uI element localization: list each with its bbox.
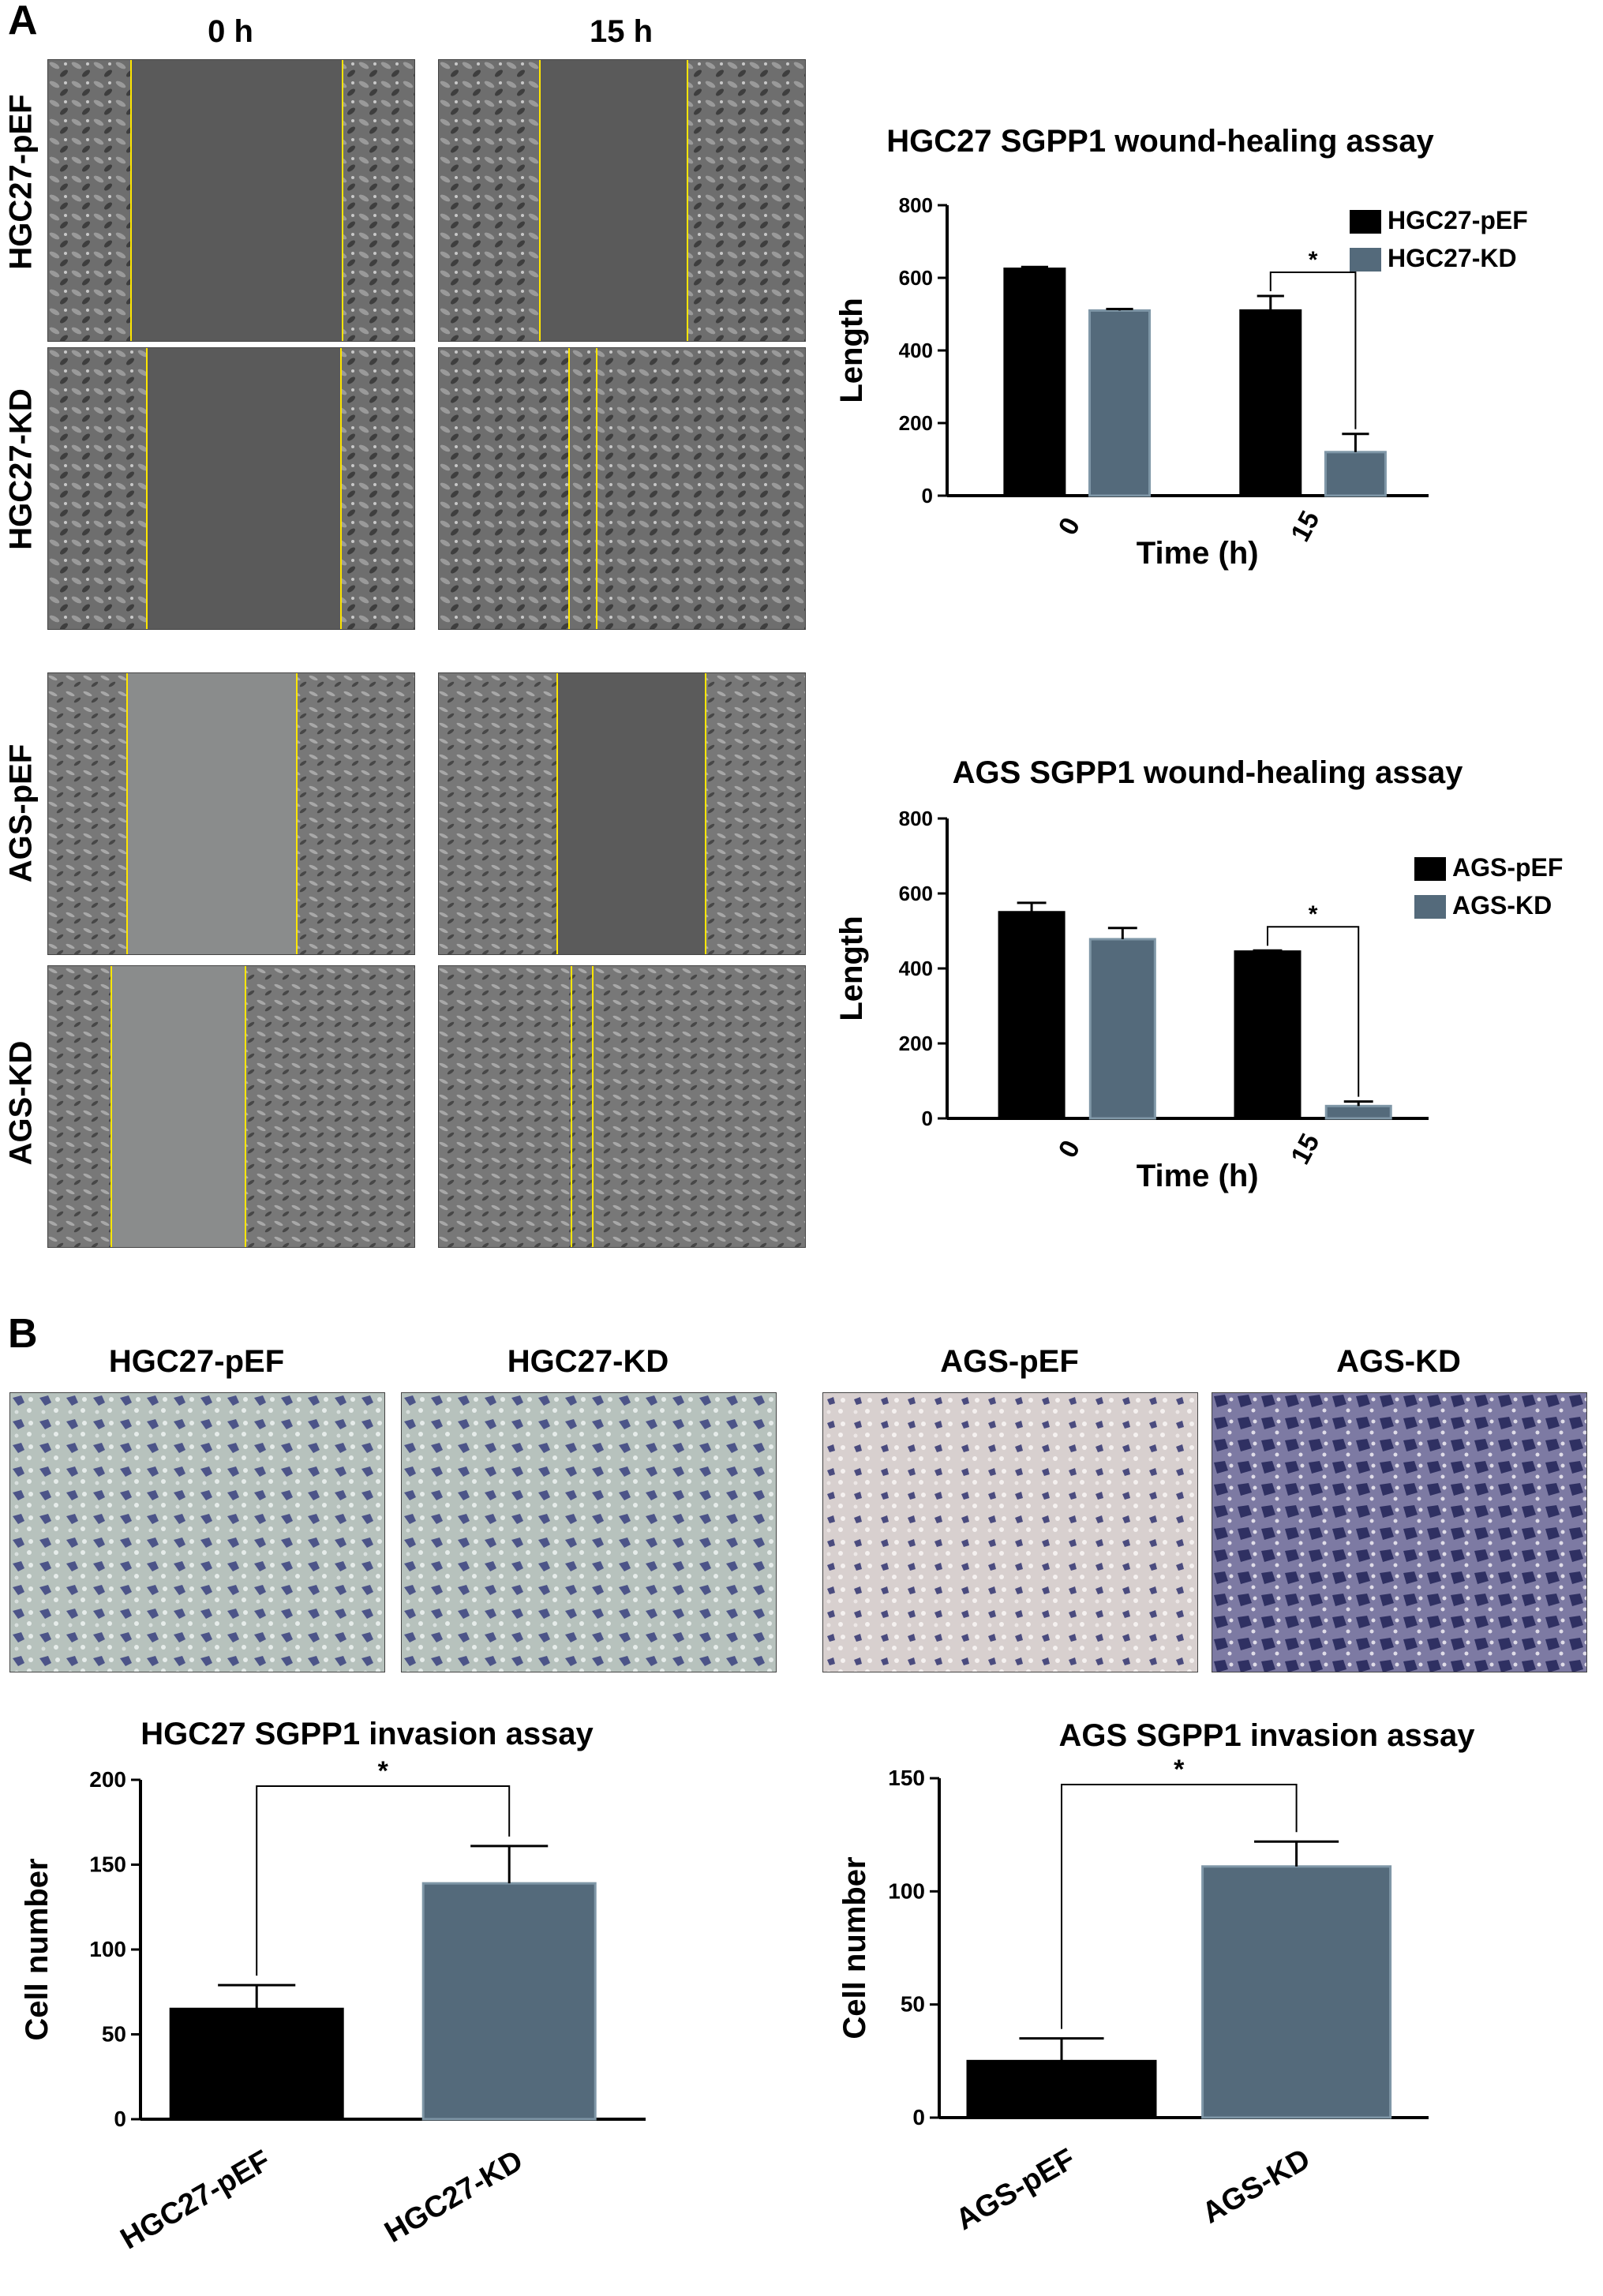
micrograph-ags-kd-15h [438,965,806,1248]
invasion-image-ags-pef [822,1392,1198,1672]
row-label-ags-pef: AGS-pEF [3,743,39,883]
chart-svg: AGS SGPP1 invasion assay 0 50 100 150 Cell nu… [837,1718,1476,2237]
bar-kd [1201,1865,1392,2119]
y-tick-label: 0 [922,484,933,508]
x-axis-label: Time (h) [1137,1159,1259,1193]
col-header-15h: 15 h [589,14,654,49]
micrograph-ags-kd-0h [47,965,415,1248]
y-tick-label: 200 [899,411,933,435]
micrograph-hgc27-kd-15h [438,347,806,630]
significance-bracket [256,1785,511,1976]
y-tick-label: 0 [114,2107,126,2131]
y-tick-label: 150 [89,1852,126,1877]
y-axis-label: Length [834,298,869,403]
chart-svg: HGC27 SGPP1 wound-healing assay 0 200 400 60… [834,124,1528,571]
bar-pef [998,911,1066,1120]
y-tick-label: 0 [912,2105,925,2129]
x-tick-label: AGS-pEF [950,2142,1081,2237]
y-tick-label: 800 [899,807,933,830]
legend-label: HGC27-pEF [1388,206,1528,234]
invasion-image-hgc27-pef [9,1392,385,1672]
chart-title: HGC27 SGPP1 invasion assay [140,1717,594,1751]
col-header-0h: 0 h [208,14,253,49]
invasion-image-hgc27-kd [401,1392,777,1672]
micrograph-hgc27-kd-0h [47,347,415,630]
y-axis-label: Cell number [837,1856,872,2039]
row-label-ags-kd: AGS-KD [3,1040,39,1166]
chart-ags-wound: AGS SGPP1 wound-healing assay 0 200 400 600 8… [821,750,1602,1239]
panel-b-letter: B [8,1311,38,1357]
legend-label: AGS-KD [1452,891,1552,920]
bar-pef [169,2007,344,2121]
micrograph-ags-pef-0h [47,672,415,955]
x-tick-label: HGC27-KD [379,2144,528,2249]
invasion-image-ags-kd [1212,1392,1587,1672]
y-tick-label: 200 [899,1032,933,1055]
significance-star: * [1309,901,1318,927]
x-tick-label: AGS-KD [1197,2142,1316,2230]
inv-label-ags-kd: AGS-KD [1336,1344,1461,1379]
chart-hgc27-invasion: HGC27 SGPP1 invasion assay 0 50 100 150 200 Ce… [0,1697,797,2293]
x-axis-label: Time (h) [1137,536,1259,571]
legend-swatch [1350,210,1381,234]
significance-star: * [1309,247,1318,273]
row-label-hgc27-kd: HGC27-KD [3,388,39,550]
micrograph-ags-pef-15h [438,672,806,955]
chart-title: HGC27 SGPP1 wound-healing assay [886,124,1434,159]
chart-svg: HGC27 SGPP1 invasion assay 0 50 100 150 200 Ce… [20,1717,646,2256]
chart-svg: AGS SGPP1 wound-healing assay 0 200 400 600 8… [834,755,1563,1193]
legend-swatch [1414,895,1446,919]
y-tick-label: 200 [89,1767,126,1792]
bar-pef [1003,268,1066,497]
legend-swatch [1350,248,1381,272]
y-tick-label: 600 [899,882,933,905]
micrograph-hgc27-pef-15h [438,59,806,342]
x-tick-label: 15 [1285,506,1325,546]
significance-star: * [378,1756,389,1786]
bar-kd [1324,451,1387,497]
y-tick-label: 800 [899,193,933,217]
row-label-hgc27-pef: HGC27-pEF [3,94,39,270]
legend-label: HGC27-KD [1388,244,1517,272]
y-tick-label: 100 [89,1937,126,1961]
panel-a-letter: A [8,0,38,43]
x-tick-label: 0 [1053,513,1086,541]
y-tick-label: 50 [102,2022,126,2047]
significance-bracket [1269,272,1357,429]
bar-kd [1088,309,1152,497]
chart-hgc27-wound: HGC27 SGPP1 wound-healing assay 0 200 400 60… [821,110,1602,616]
legend-label: AGS-pEF [1452,853,1563,882]
inv-label-hgc27-pef: HGC27-pEF [108,1344,285,1379]
x-tick-label: 0 [1053,1136,1086,1163]
legend-swatch [1414,857,1446,881]
y-tick-label: 100 [888,1878,925,1903]
y-tick-label: 400 [899,957,933,980]
x-tick-label: HGC27-pEF [115,2144,276,2256]
y-tick-label: 400 [899,339,933,362]
bar-kd [421,1882,597,2121]
chart-title: AGS SGPP1 wound-healing assay [953,755,1464,790]
significance-bracket [1061,1784,1298,2029]
bar-pef [1239,309,1302,497]
inv-label-hgc27-kd: HGC27-KD [507,1344,669,1379]
y-axis-label: Length [834,916,869,1021]
chart-ags-invasion: AGS SGPP1 invasion assay 0 50 100 150 Cell nu… [821,1697,1602,2293]
micrograph-hgc27-pef-0h [47,59,415,342]
y-tick-label: 600 [899,266,933,290]
bar-kd [1324,1104,1392,1120]
inv-label-ags-pef: AGS-pEF [940,1344,1079,1379]
x-tick-label: 15 [1285,1129,1325,1169]
significance-bracket [1266,926,1360,1097]
bar-kd [1088,938,1156,1120]
y-tick-label: 50 [901,1992,925,2017]
y-axis-label: Cell number [20,1858,54,2040]
y-tick-label: 0 [922,1107,933,1130]
chart-title: AGS SGPP1 invasion assay [1059,1718,1476,1753]
bar-pef [966,2059,1157,2119]
y-tick-label: 150 [888,1766,925,1790]
significance-star: * [1174,1755,1185,1785]
bar-pef [1234,950,1302,1120]
